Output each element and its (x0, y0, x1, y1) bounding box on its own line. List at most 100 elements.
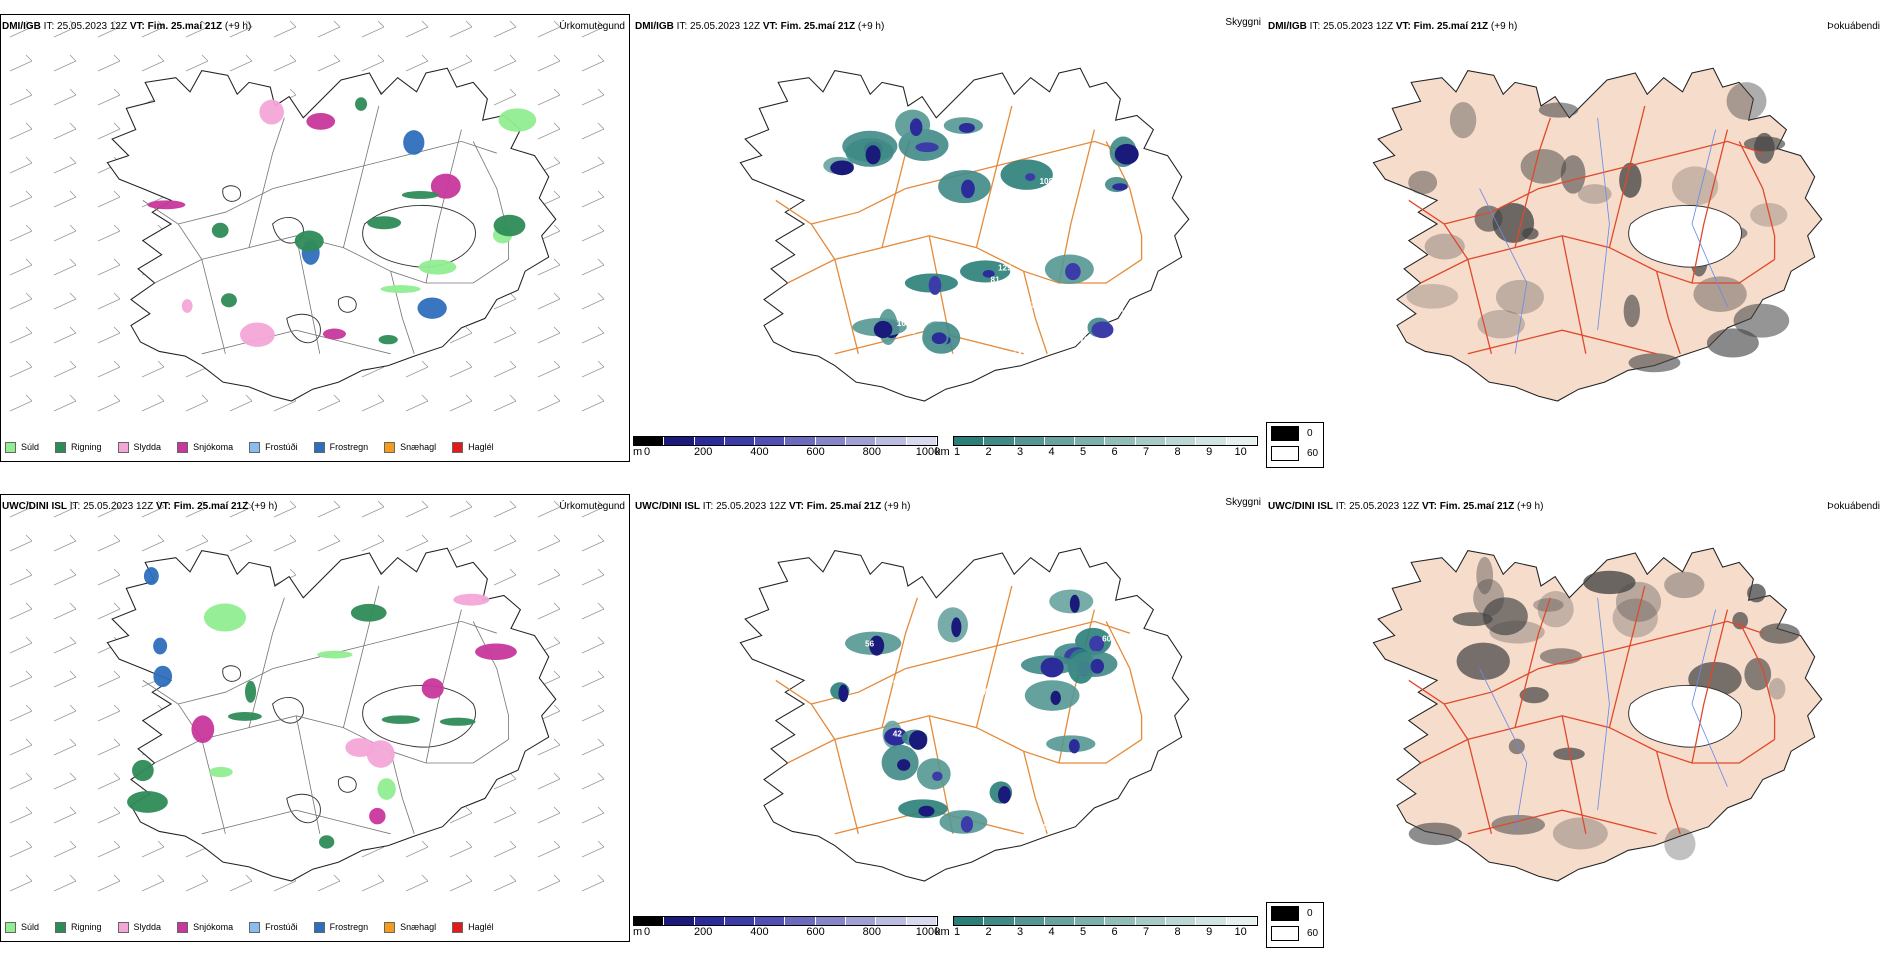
lead-time: (+9 h) (224, 21, 252, 32)
fog-index-legend: 0 60 (1266, 902, 1324, 948)
legend-item: Haglél (452, 441, 494, 453)
model-name: UWC/DINI ISL (635, 501, 700, 512)
visibility-value-label: 60 (1102, 635, 1112, 644)
parameter-name: Úrkomutegund (559, 21, 625, 32)
fog-index-legend: 0 60 (1266, 422, 1324, 468)
legend-swatch (177, 441, 189, 453)
colorbar-unit: km (935, 446, 950, 458)
fog-swatch (1271, 905, 1299, 921)
colorbar-tick: 4 (1048, 446, 1055, 458)
legend-label: Frostregn (329, 922, 369, 932)
legend-item: Haglél (452, 921, 494, 933)
vt-label: VT: (1395, 21, 1411, 32)
colorbar-tick: 7 (1143, 446, 1150, 458)
it-label: IT: (676, 21, 688, 32)
colorbar-tick: 8 (1174, 446, 1181, 458)
legend-swatch (5, 441, 16, 453)
legend-swatch (313, 921, 325, 933)
init-time: 25.05.2023 12Z (690, 21, 761, 32)
fog-map (1372, 67, 1823, 402)
init-time: 25.05.2023 12Z (1349, 501, 1420, 512)
precip-map (9, 20, 605, 412)
model-name: UWC/DINI ISL (2, 501, 67, 512)
legend-item: Frostregn (313, 921, 369, 933)
visibility-value-label: 56 (865, 640, 875, 649)
vt-label: VT: (788, 501, 804, 512)
model-name: DMI/IGB (1268, 21, 1307, 32)
colorbar-tick: 800 (862, 926, 881, 938)
fog-legend-row: 0 (1267, 903, 1323, 923)
colorbar-tick: 0 (643, 446, 651, 458)
legend-label: Frostregn (329, 442, 369, 452)
colorbar-tick: 10 (1234, 926, 1247, 938)
precip-panel-dmi: DMI/IGB IT: 25.05.2023 12Z VT: Fim. 25.m… (0, 12, 630, 482)
fog-swatch (1271, 445, 1299, 461)
init-time: 25.05.2023 12Z (57, 21, 128, 32)
model-name: DMI/IGB (2, 21, 41, 32)
legend-item: Súld (5, 441, 40, 453)
legend-label: Súld (21, 442, 40, 452)
legend-item: Frostúði (249, 921, 298, 933)
visibility-value-label: 116 (1082, 233, 1096, 242)
init-time: 25.05.2023 12Z (1323, 21, 1394, 32)
legend-label: Haglél (468, 442, 494, 452)
legend-item: Frostregn (313, 441, 369, 453)
visibility-value-label: 114 (1008, 350, 1022, 359)
legend-swatch (177, 921, 189, 933)
fog-legend-label: 60 (1307, 447, 1319, 459)
colorbar-tick: 3 (1016, 446, 1024, 458)
legend-label: Slydda (133, 442, 162, 452)
legend-item: Rigning (55, 921, 102, 933)
lead-time: (+9 h) (251, 501, 278, 512)
legend-swatch (249, 921, 261, 933)
legend-item: Slydda (117, 441, 162, 453)
visibility-colorbar-km: km 1 2 3 4 5 6 7 8 9 10 (935, 916, 1258, 938)
colorbar-unit: m (633, 446, 643, 458)
visibility-value-label: 129 (998, 264, 1012, 273)
init-time: 25.05.2023 12Z (83, 501, 154, 512)
visibility-value-label: 102 (1039, 822, 1053, 831)
visibility-value-label: 118 (1056, 137, 1070, 146)
legend-swatch (384, 921, 396, 933)
colorbar-unit: km (935, 926, 950, 938)
visibility-value-label: 194 (990, 679, 1004, 688)
visibility-value-label: 42 (893, 730, 903, 739)
panel-title: DMI/IGB IT: 25.05.2023 12Z VT: Fim. 25.m… (2, 21, 251, 32)
precip-type-legend: Súld Rigning Slydda Snjókoma Frostúði Frostre… (5, 916, 510, 938)
lead-time: (+9 h) (1490, 21, 1518, 32)
legend-item: Rigning (55, 441, 102, 453)
legend-item: Frostúði (249, 441, 298, 453)
it-label: IT: (1335, 501, 1347, 512)
colorbar-tick: 0 (643, 926, 651, 938)
legend-swatch (55, 441, 67, 453)
legend-label: Slydda (133, 922, 162, 932)
legend-label: Frostúði (265, 442, 298, 452)
visibility-value-label: 86 (1000, 337, 1010, 346)
legend-label: Frostúði (265, 922, 298, 932)
it-label: IT: (43, 21, 55, 32)
visibility-value-label: 79 (877, 350, 887, 359)
valid-time: Fim. 25.maí 21Z (1413, 21, 1489, 32)
colorbar-tick: 400 (750, 446, 769, 458)
legend-label: Haglél (468, 922, 494, 932)
vt-label: VT: (1421, 501, 1437, 512)
panel-title: UWC/DINI ISL IT: 25.05.2023 12Z VT: Fim.… (2, 501, 277, 512)
visibility-value-label: 81 (990, 276, 1000, 285)
visibility-value-label: 130 (1031, 300, 1045, 309)
colorbar-tick: 4 (1048, 926, 1055, 938)
legend-label: Snæhagl (400, 922, 437, 932)
visibility-value-label: 44 (1025, 642, 1035, 651)
visibility-colorbar-m: m 0 200 400 600 800 1000 (633, 916, 940, 938)
parameter-name: Þokuábendi (1827, 501, 1880, 512)
parameter-name: Skyggni (1225, 497, 1261, 508)
panel-frame (0, 494, 630, 942)
vis-panel-uwc: 114 100 67 44 57 60 79 73 194 56 64 60 102 42 41 UWC/DI… (633, 492, 1263, 962)
visibility-value-label: 56 (966, 223, 976, 232)
legend-item: Snæhagl (384, 921, 437, 933)
colorbar-unit: m (633, 926, 643, 938)
visibility-value-label: 109 (897, 319, 911, 328)
visibility-colorbar-m: m 0 200 400 600 800 1000 (633, 436, 940, 458)
vt-label: VT: (129, 21, 145, 32)
visibility-value-label: 89 (911, 313, 921, 322)
